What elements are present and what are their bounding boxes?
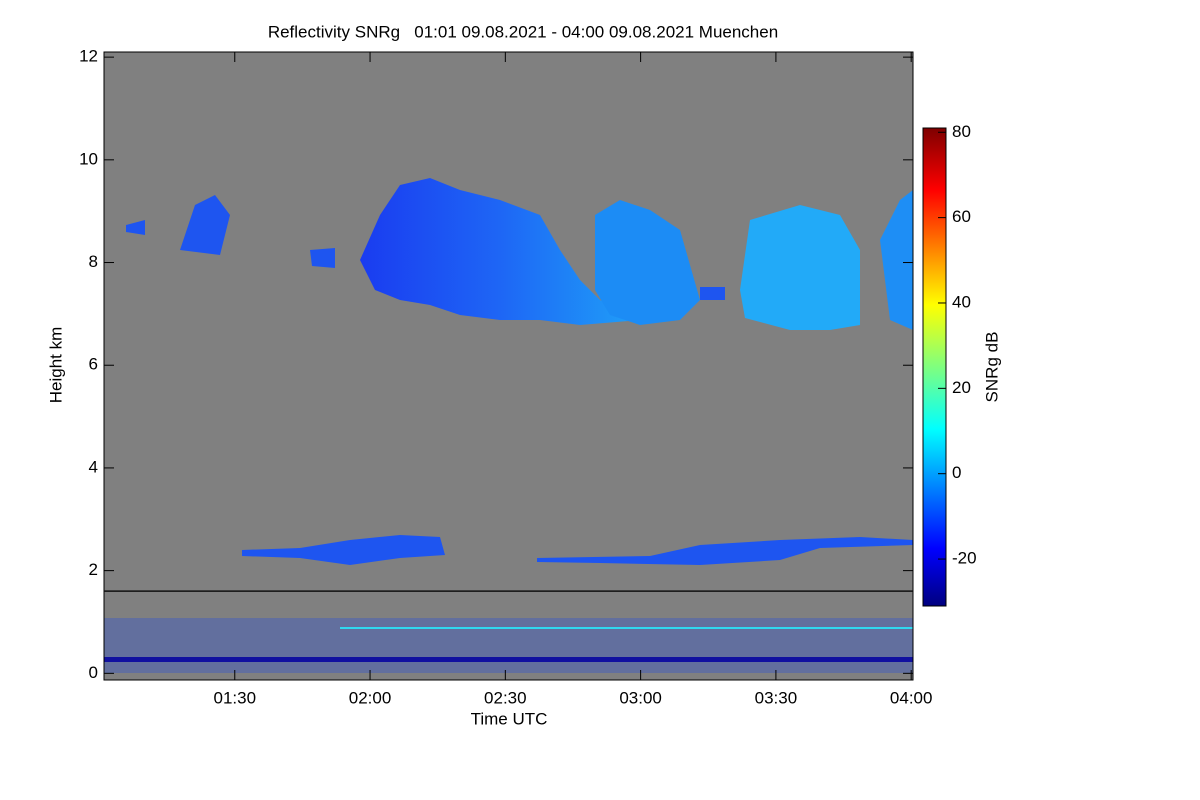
x-tick-label: 02:00 <box>349 688 392 707</box>
y-tick-label: 4 <box>89 457 98 476</box>
colorbar-tick-label: 0 <box>952 463 961 482</box>
colorbar-tick-label: -20 <box>952 549 977 568</box>
x-tick-label: 02:30 <box>484 688 527 707</box>
plot-frame <box>103 51 914 681</box>
echo <box>537 537 913 565</box>
y-tick-label: 12 <box>79 47 98 66</box>
y-tick-label: 2 <box>89 560 98 579</box>
x-tick-label: 01:30 <box>213 688 256 707</box>
echo-regions <box>104 178 913 673</box>
colorbar-label: SNRg dB <box>982 332 1001 403</box>
colorbar-tick-label: 20 <box>952 378 971 397</box>
colorbar-tick-label: 60 <box>952 207 971 226</box>
clutter <box>104 657 913 662</box>
plot-background <box>104 52 913 680</box>
echo <box>595 200 700 325</box>
echo <box>242 535 445 565</box>
echo <box>360 178 640 325</box>
echo <box>880 190 913 330</box>
y-tick-label: 8 <box>89 252 98 271</box>
x-axis-label: Time UTC <box>471 709 548 728</box>
echo <box>180 195 230 255</box>
clutter <box>104 618 913 673</box>
chart-title: Reflectivity SNRg 01:01 09.08.2021 - 04:… <box>268 22 778 41</box>
y-tick-label: 6 <box>89 355 98 374</box>
x-tick-label: 03:00 <box>619 688 662 707</box>
x-tick-label: 04:00 <box>890 688 933 707</box>
y-tick-label: 10 <box>79 149 98 168</box>
y-tick-label: 0 <box>89 663 98 682</box>
colorbar-tick-label: 80 <box>952 122 971 141</box>
colorbar <box>922 127 947 607</box>
x-tick-label: 03:30 <box>755 688 798 707</box>
clutter <box>340 627 913 629</box>
colorbar-tick-label: 40 <box>952 292 971 311</box>
y-axis-label: Height km <box>46 327 65 404</box>
echo <box>740 205 860 330</box>
